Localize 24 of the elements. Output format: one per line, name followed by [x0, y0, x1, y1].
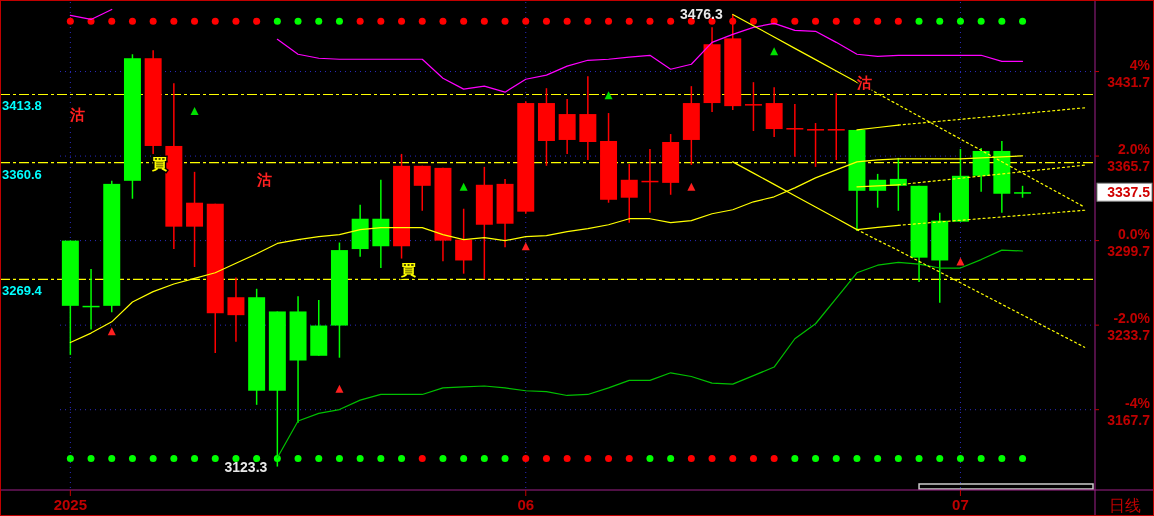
- y2-tick-label: 4%: [1129, 56, 1151, 73]
- ref-line-label: 3269.4: [2, 283, 43, 299]
- y2-tick-label: 2.0%: [1118, 141, 1151, 158]
- y-tick-label: 3233.7: [1107, 327, 1151, 344]
- y-tick-label: 3365.7: [1107, 158, 1151, 175]
- text: 3337.5: [1107, 184, 1151, 201]
- x-tick-label: 2025: [53, 496, 88, 513]
- y-tick-label: 3167.7: [1107, 411, 1151, 428]
- y2-tick-label: -2.0%: [1113, 310, 1151, 327]
- annotation: 買: [400, 261, 417, 278]
- text: 日线: [1108, 497, 1141, 514]
- annotation: 3123.3: [224, 458, 268, 475]
- y2-tick-label: 0.0%: [1118, 225, 1151, 242]
- ref-line-label: 3360.6: [2, 166, 42, 182]
- ref-line-label: 3413.8: [2, 98, 42, 114]
- annotation: 沽: [855, 74, 872, 91]
- x-tick-label: 07: [952, 496, 969, 513]
- annotation: 3476.3: [679, 6, 723, 23]
- annotation: 沽: [255, 171, 272, 188]
- y-tick-label: 3299.7: [1107, 242, 1151, 259]
- annotation: 沽: [68, 106, 85, 123]
- y2-tick-label: -4%: [1125, 394, 1151, 411]
- x-tick-label: 06: [517, 496, 535, 513]
- y-tick-label: 3431.7: [1107, 73, 1151, 90]
